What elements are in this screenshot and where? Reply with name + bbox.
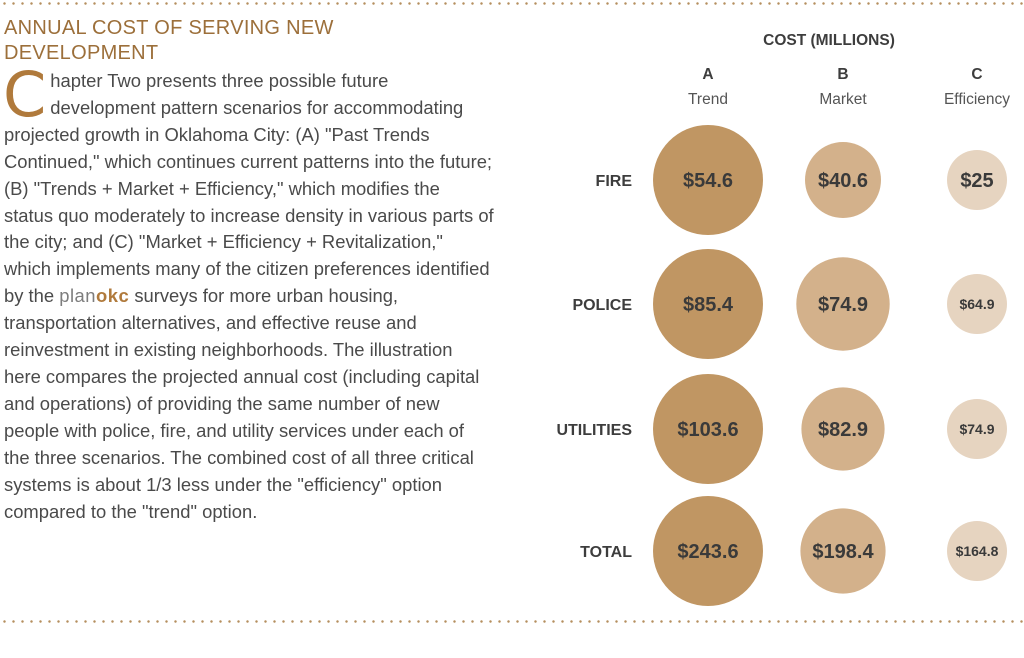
chart-title: COST (MILLIONS) [763,32,895,49]
bubble-fire-a [653,125,763,235]
column-name-efficiency: Efficiency [944,91,1010,108]
value-label-total-c: $164.8 [956,543,999,559]
body-text-part-2: surveys for more urban housing, transpor… [4,285,480,522]
dotted-rule-top [0,2,1024,5]
body-text-part-1: hapter Two presents three possible futur… [4,70,494,307]
drop-cap: C [3,58,47,131]
value-label-police-c: $64.9 [959,296,994,312]
row-label-police: POLICE [572,297,632,314]
value-label-total-b: $198.4 [812,541,874,563]
bubble-fire-c [947,150,1007,210]
bubble-utilities-a [653,374,763,484]
column-letter-c: C [971,66,982,83]
value-label-fire-c: $25 [960,170,993,192]
bubble-utilities-b [801,387,885,471]
brand-okc: okc [96,285,130,307]
bubble-total-c [947,521,1007,581]
bubble-police-a [653,249,763,359]
value-label-police-b: $74.9 [818,294,868,316]
bubble-utilities-c [947,399,1007,459]
cost-bubble-chart: COST (MILLIONS) A Trend B Market C Efficiency F… [556,32,1010,606]
value-label-fire-b: $40.6 [818,170,868,192]
value-label-utilities-b: $82.9 [818,419,868,441]
bubble-police-b [796,257,890,351]
row-label-total: TOTAL [580,544,632,561]
value-label-utilities-c: $74.9 [959,421,994,437]
value-label-utilities-a: $103.6 [677,419,738,441]
value-label-police-a: $85.4 [683,294,734,316]
section-heading: ANNUAL COST OF SERVING NEW DEVELOPMENT [4,17,334,64]
bubble-police-c [947,274,1007,334]
bubble-total-a [653,496,763,606]
column-name-market: Market [819,91,867,108]
row-label-utilities: UTILITIES [556,422,632,439]
column-name-trend: Trend [688,91,728,108]
brand-plan: plan [59,285,96,307]
value-label-fire-a: $54.6 [683,170,733,192]
column-letter-b: B [837,66,848,83]
row-label-fire: FIRE [596,173,633,190]
column-letter-a: A [702,66,713,83]
value-label-total-a: $243.6 [677,541,738,563]
dotted-rule-bottom [0,620,1024,623]
bubble-total-b [800,508,886,594]
bubble-fire-b [805,142,881,218]
